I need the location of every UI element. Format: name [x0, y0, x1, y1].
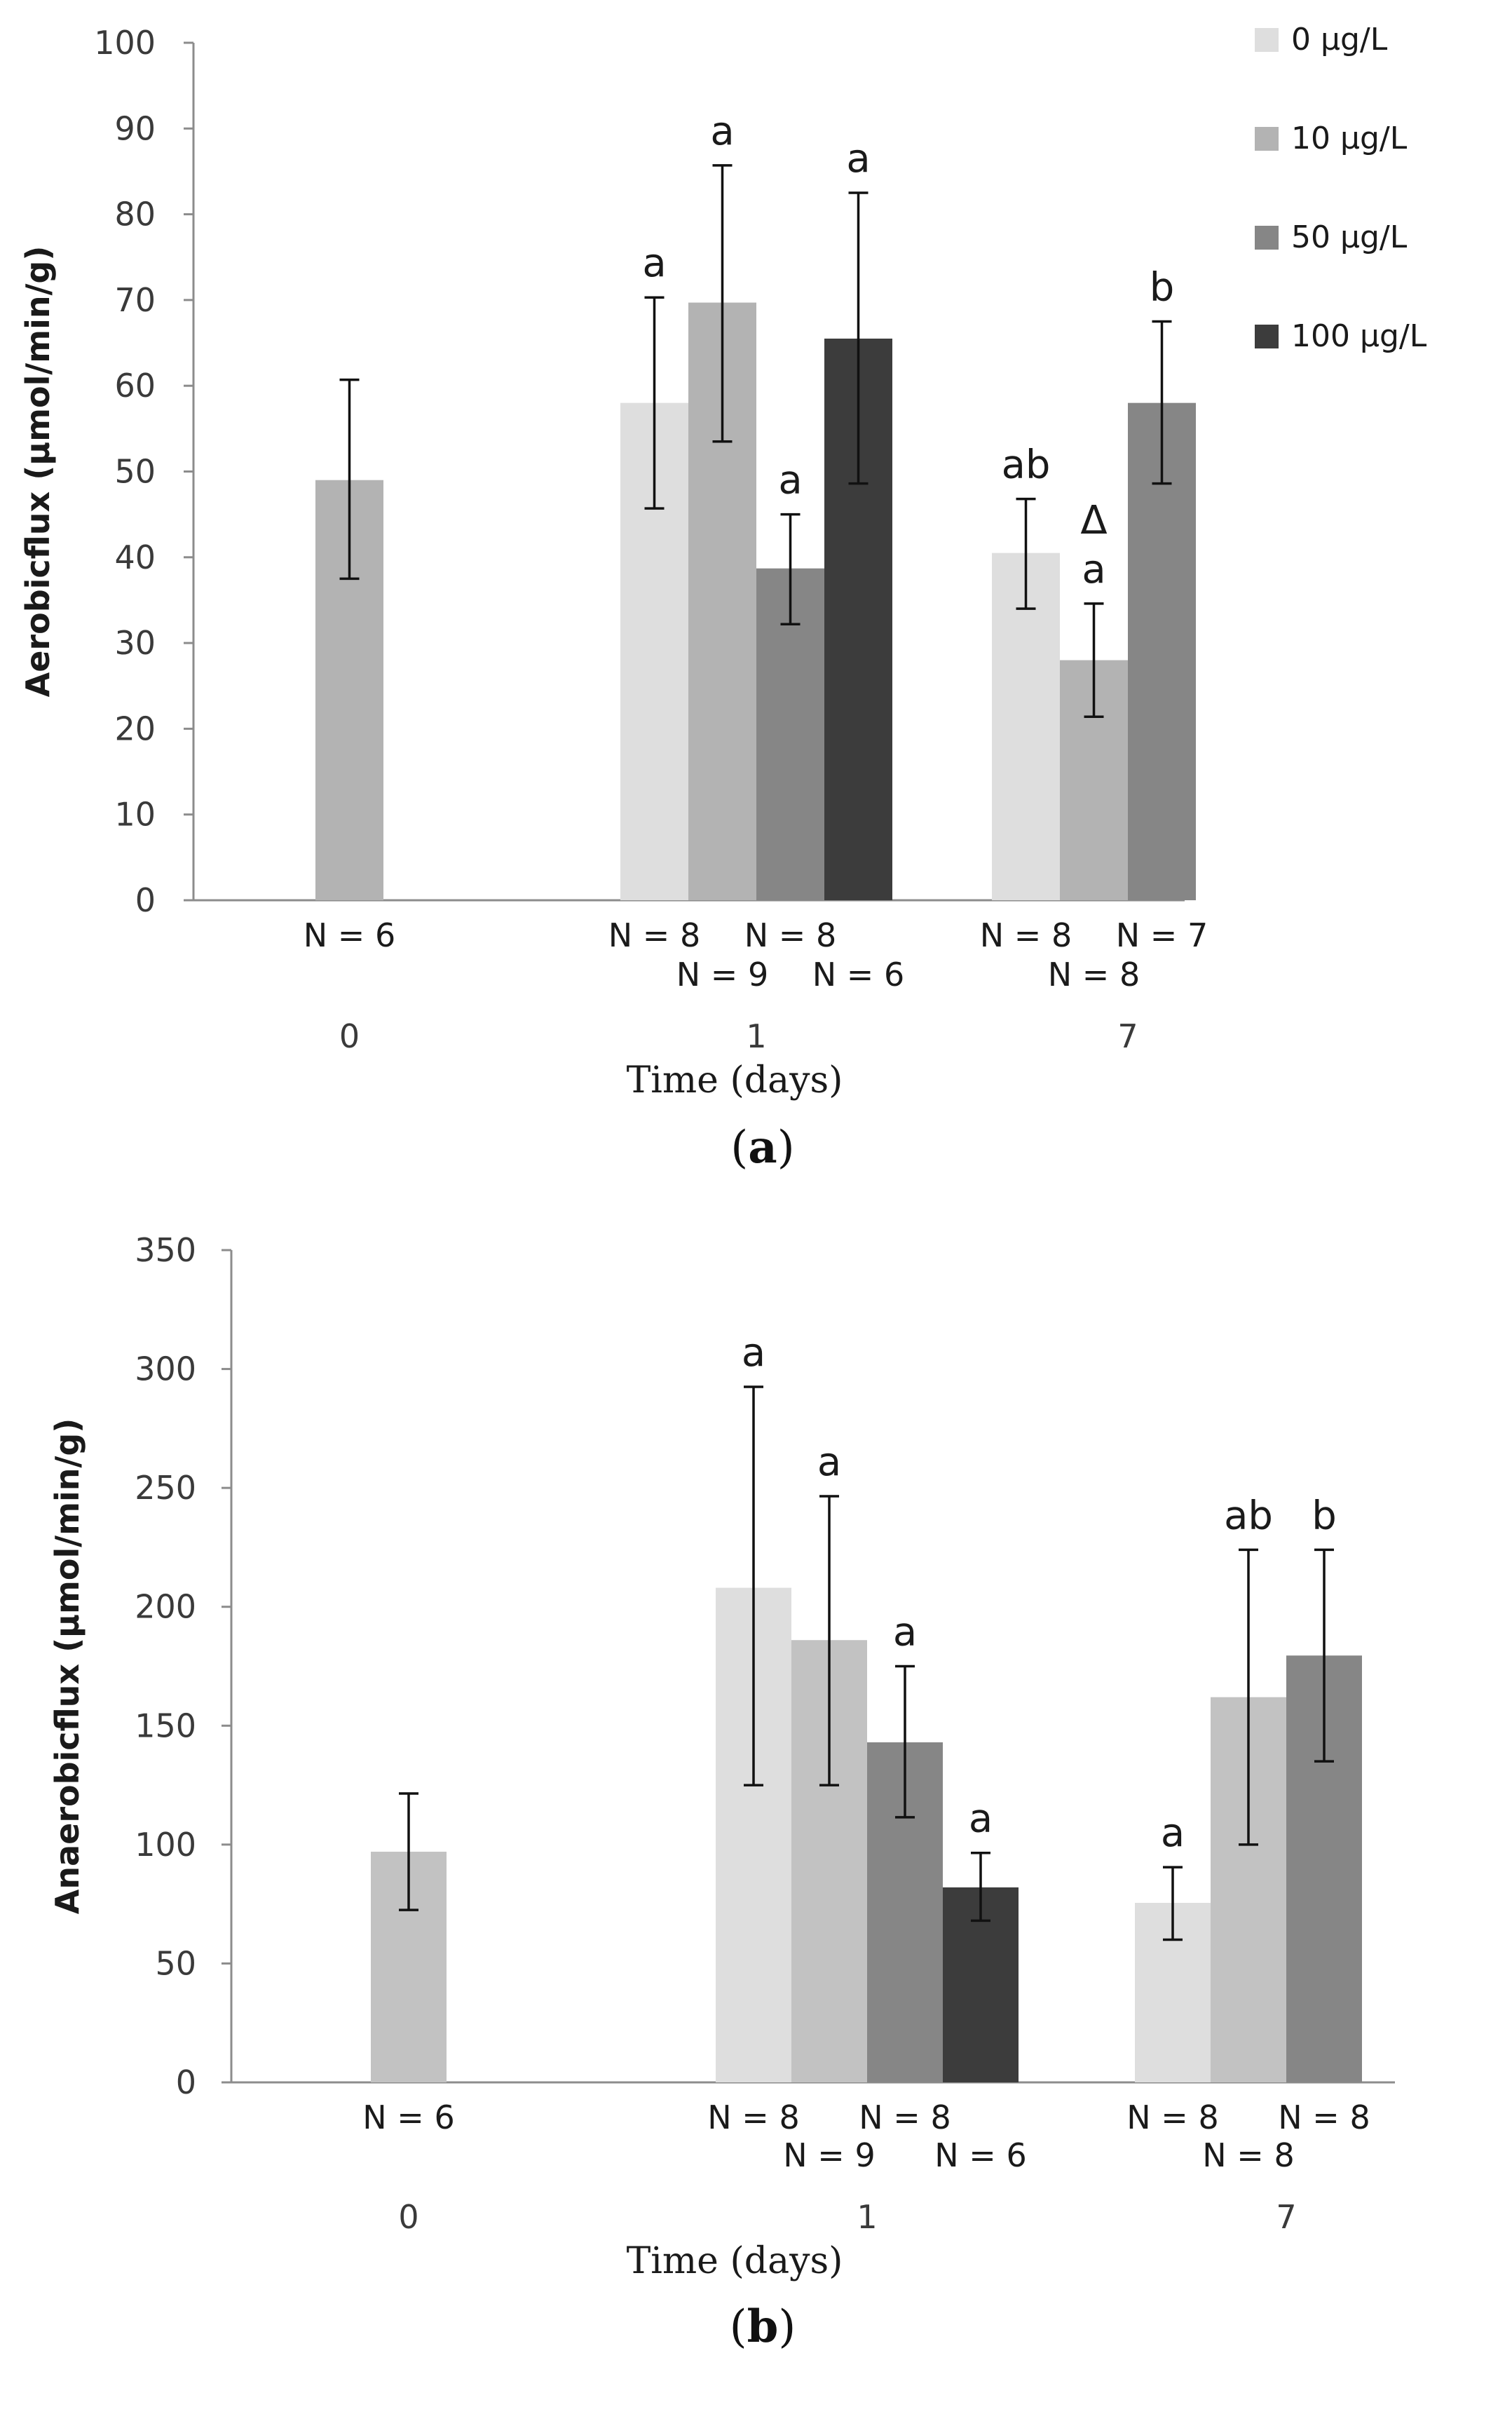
sample-size-label: N = 9: [783, 2136, 875, 2174]
y-tick-label: 90: [114, 109, 156, 147]
y-tick-label: 50: [114, 453, 156, 491]
sample-size-label: N = 8: [1048, 956, 1140, 994]
sample-size-label: N = 8: [859, 2098, 951, 2136]
significance-label: a: [817, 1439, 841, 1485]
caption-close-paren: ): [778, 2301, 796, 2353]
significance-label: a: [778, 458, 802, 503]
y-tick-label: 0: [135, 881, 156, 919]
x-axis-title: Time (days): [627, 1059, 843, 1101]
y-axis-title: Anaerobicflux (µmol/min/g): [48, 1418, 86, 1915]
caption-letter: b: [747, 2300, 779, 2353]
x-tick-label: 1: [746, 1017, 766, 1055]
sample-size-label: N = 8: [1126, 2098, 1218, 2136]
y-tick-label: 100: [135, 1826, 196, 1864]
x-tick-label: 1: [857, 2198, 877, 2236]
legend-swatch: [1255, 127, 1279, 151]
sample-size-label: N = 6: [304, 916, 395, 954]
significance-label: a: [710, 109, 734, 154]
sample-size-label: N = 8: [1278, 2098, 1370, 2136]
sample-size-label: N = 8: [1202, 2136, 1294, 2174]
x-axis-title: Time (days): [627, 2240, 843, 2282]
legend-swatch: [1255, 28, 1279, 52]
sample-size-label: N = 8: [980, 916, 1072, 954]
significance-label: ab: [1002, 442, 1051, 488]
sample-size-label: N = 6: [362, 2098, 454, 2136]
significance-label: a: [1082, 547, 1105, 592]
significance-label: a: [1161, 1810, 1185, 1856]
caption-close-paren: ): [777, 1122, 795, 1174]
panel-b-bar-chart: 0 50 100 150 200 250 300 350 Anaerobicflux (µmol…: [48, 1231, 1395, 2353]
legend-label: 100 µg/L: [1291, 318, 1427, 354]
y-axis-title: Aerobicflux (µmol/min/g): [19, 246, 57, 698]
legend-swatch: [1255, 226, 1279, 250]
x-tick-label: 0: [339, 1017, 360, 1055]
sample-size-label: N = 8: [707, 2098, 799, 2136]
legend-label: 10 µg/L: [1291, 121, 1408, 156]
y-tick-label: 70: [114, 281, 156, 319]
legend-swatch: [1255, 325, 1279, 348]
x-tick-label: 7: [1276, 2198, 1296, 2236]
panel-caption: (b): [730, 2300, 796, 2353]
sample-size-label: N = 7: [1116, 916, 1208, 954]
y-tick-label: 100: [94, 24, 156, 62]
legend-label: 50 µg/L: [1291, 219, 1408, 255]
significance-label: b: [1150, 264, 1175, 310]
y-tick-label: 80: [114, 196, 156, 233]
significance-label: a: [969, 1796, 993, 1842]
significance-label: a: [846, 136, 870, 182]
y-tick-label: 350: [135, 1231, 196, 1269]
significance-label: ab: [1224, 1493, 1273, 1538]
significance-label: b: [1312, 1493, 1337, 1538]
y-tick-label: 150: [135, 1707, 196, 1744]
significance-label: a: [742, 1330, 765, 1376]
significance-label: a: [642, 240, 666, 286]
sample-size-label: N = 8: [744, 916, 836, 954]
panel-caption: (a): [730, 1121, 794, 1174]
y-tick-label: 0: [176, 2063, 196, 2101]
x-tick-label: 7: [1117, 1017, 1138, 1055]
y-tick-label: 60: [114, 367, 156, 405]
legend-label: 0 µg/L: [1291, 22, 1388, 57]
y-tick-label: 50: [155, 1944, 196, 1982]
bar: [992, 552, 1060, 900]
significance-label: Δ: [1080, 498, 1107, 543]
caption-open-paren: (: [730, 2301, 747, 2353]
sample-size-label: N = 6: [934, 2136, 1026, 2174]
significance-label: a: [893, 1610, 917, 1655]
caption-open-paren: (: [730, 1122, 748, 1174]
x-tick-label: 0: [398, 2198, 418, 2236]
y-tick-label: 40: [114, 538, 156, 576]
sample-size-label: N = 8: [608, 916, 700, 954]
sample-size-label: N = 9: [676, 956, 768, 994]
caption-letter: a: [748, 1121, 777, 1174]
y-tick-label: 300: [135, 1350, 196, 1388]
legend: 0 µg/L 10 µg/L 50 µg/L 100 µg/L: [1255, 22, 1427, 354]
y-tick-label: 20: [114, 710, 156, 747]
y-tick-label: 250: [135, 1469, 196, 1507]
y-tick-label: 200: [135, 1588, 196, 1626]
y-tick-label: 10: [114, 796, 156, 834]
bar: [1128, 402, 1196, 900]
y-tick-label: 30: [114, 624, 156, 662]
sample-size-label: N = 6: [812, 956, 904, 994]
